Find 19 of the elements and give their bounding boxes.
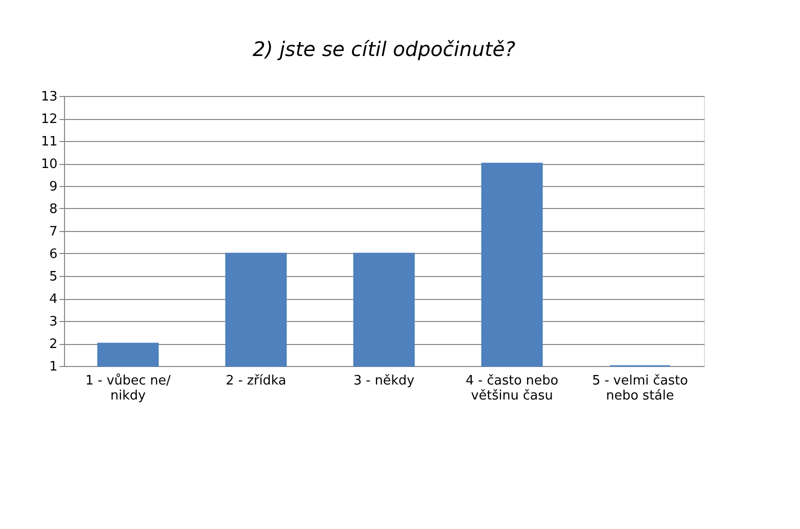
y-tick-label: 8 (49, 202, 58, 217)
x-tick-label: 5 - velmi často nebo stále (592, 374, 688, 404)
x-tick-label: 4 - často nebo většinu času (466, 374, 558, 404)
y-tick-label: 3 (49, 314, 58, 330)
y-tick-label: 11 (40, 134, 58, 150)
x-tick-label: 1 - vůbec ne/ nikdy (85, 372, 172, 404)
chart-title: 2) jste se cítil odpočinutě? (252, 37, 516, 61)
x-tick-label: 2 - zřídka (226, 374, 286, 388)
y-tick-label: 6 (49, 247, 58, 262)
y-tick-label: 5 (49, 270, 58, 284)
y-tick-label: 12 (40, 112, 58, 127)
y-tick-label: 7 (49, 224, 58, 240)
y-tick-label: 9 (49, 180, 58, 194)
y-tick-label: 4 (49, 292, 58, 307)
y-tick-label: 1 (49, 360, 58, 374)
y-tick-label: 2 (49, 337, 58, 352)
y-tick-label: 13 (40, 90, 58, 104)
y-tick-label: 10 (40, 157, 58, 172)
x-tick-label: 3 - někdy (354, 374, 415, 388)
